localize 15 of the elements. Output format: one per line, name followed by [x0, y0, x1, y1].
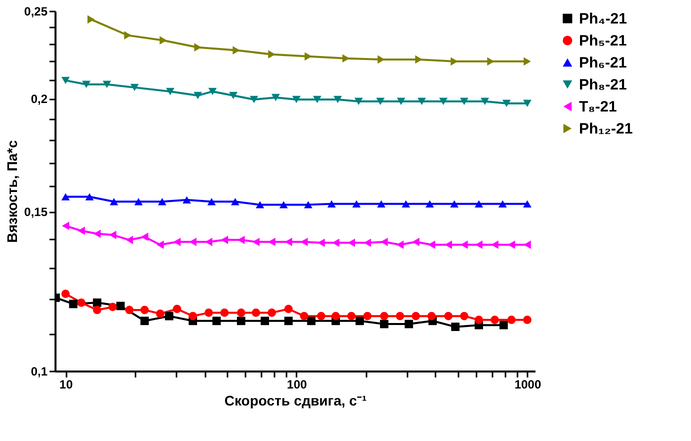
- legend-label: Ph₁₂-21: [579, 120, 633, 138]
- x-axis-title: Скорость сдвига, с⁻¹: [224, 392, 367, 408]
- legend-label: Ph₈-21: [579, 76, 627, 94]
- y-tick-label: 0,15: [24, 205, 48, 220]
- legend-label: Ph₆-21: [579, 54, 627, 72]
- x-tick-label: 1000: [514, 378, 542, 392]
- y-tick-label: 0,2: [30, 92, 48, 106]
- legend-label: T₈-21: [579, 98, 617, 116]
- legend-label: Ph₄-21: [579, 10, 627, 28]
- x-tick-label: 10: [59, 378, 74, 392]
- x-tick-label: 100: [286, 378, 308, 392]
- y-tick-label: 0,25: [24, 4, 48, 18]
- y-tick-label: 0,1: [30, 364, 48, 378]
- legend-label: Ph₅-21: [579, 32, 627, 50]
- y-axis-title: Вязкость, Па*с: [4, 140, 20, 243]
